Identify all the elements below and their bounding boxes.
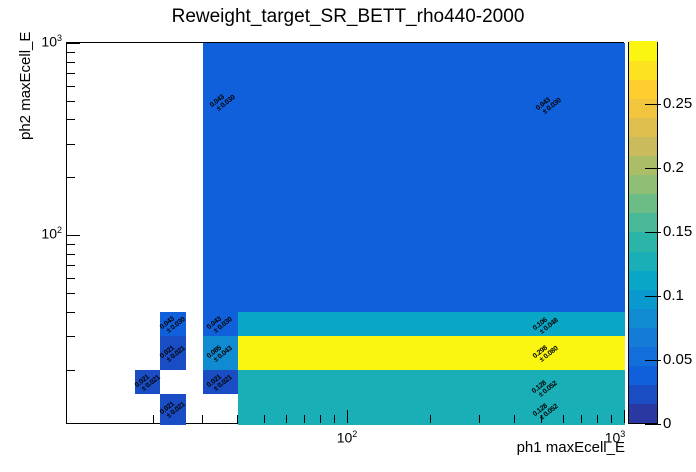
colorbar-tick-label: 0 bbox=[663, 415, 672, 432]
y-axis-tick bbox=[67, 143, 75, 145]
chart-title: Reweight_target_SR_BETT_rho440-2000 bbox=[171, 6, 525, 27]
y-axis-tick bbox=[67, 100, 75, 102]
tick-label-base: 10 bbox=[336, 429, 353, 446]
y-axis-tick bbox=[67, 265, 75, 266]
plot-area: 0.043 ± 0.030 0.043 ± 0.030 0.043 ± 0.030 0.02… bbox=[66, 42, 625, 425]
x-axis-tick bbox=[562, 415, 564, 423]
colorbar-band bbox=[629, 41, 657, 61]
x-axis-tick bbox=[479, 415, 481, 423]
y-axis-tick bbox=[67, 235, 80, 237]
x-axis-tick bbox=[581, 415, 583, 423]
colorbar-tick bbox=[645, 359, 661, 361]
heatmap-cell bbox=[203, 43, 625, 312]
colorbar-tick bbox=[645, 231, 661, 233]
x-axis-tick bbox=[236, 415, 238, 423]
x-axis-tick bbox=[263, 415, 265, 423]
x-axis-tick bbox=[153, 415, 155, 423]
tick-label-base: 10 bbox=[41, 33, 57, 50]
colorbar-band bbox=[629, 308, 657, 328]
heatmap-cell bbox=[134, 369, 161, 394]
tick-label-exponent: 2 bbox=[56, 225, 62, 236]
x-axis-tick bbox=[202, 415, 204, 423]
y-axis-tick bbox=[67, 277, 75, 279]
y-axis-tick bbox=[67, 311, 75, 313]
heatmap-cell bbox=[160, 393, 186, 425]
colorbar-tick-label: 0.15 bbox=[663, 222, 693, 240]
colorbar-band bbox=[629, 155, 657, 176]
heatmap-cell bbox=[160, 335, 186, 370]
colorbar-band bbox=[629, 117, 657, 137]
colorbar-band bbox=[629, 174, 657, 195]
x-axis-tick bbox=[347, 410, 349, 423]
y-axis-tick-label: 103 bbox=[18, 33, 62, 50]
colorbar-band bbox=[629, 289, 657, 309]
colorbar-tick bbox=[645, 103, 661, 105]
x-axis-tick bbox=[540, 415, 542, 423]
x-axis-tick bbox=[624, 410, 625, 423]
colorbar-tick-label: 0.1 bbox=[663, 286, 684, 304]
y-axis-tick bbox=[67, 72, 75, 74]
y-axis-tick bbox=[67, 369, 75, 371]
y-axis-tick bbox=[67, 253, 75, 255]
tick-label-base: 10 bbox=[41, 225, 57, 242]
colorbar-tick-label: 0.2 bbox=[663, 158, 684, 176]
tick-label-exponent: 2 bbox=[352, 429, 358, 439]
y-axis-tick bbox=[67, 43, 80, 44]
heatmap-cell bbox=[203, 369, 238, 394]
heatmap-cell bbox=[237, 335, 625, 370]
colorbar-tick bbox=[645, 295, 661, 297]
colorbar-band bbox=[629, 212, 657, 233]
x-axis-tick bbox=[320, 415, 322, 423]
colorbar-band bbox=[629, 403, 657, 424]
colorbar-band bbox=[629, 365, 657, 386]
colorbar-band bbox=[629, 136, 657, 157]
y-axis-tick bbox=[67, 293, 75, 295]
colorbar-tick bbox=[645, 167, 661, 169]
y-axis-tick bbox=[67, 85, 75, 87]
colorbar-band bbox=[629, 232, 657, 252]
y-axis-tick bbox=[67, 335, 75, 337]
colorbar-band bbox=[629, 251, 657, 271]
y-axis-tick bbox=[67, 51, 75, 53]
x-axis-tick-label: 102 bbox=[325, 429, 369, 446]
heatmap-cell bbox=[237, 311, 625, 336]
x-axis-tick bbox=[334, 415, 336, 423]
colorbar-band bbox=[629, 98, 657, 118]
colorbar-tick bbox=[645, 424, 661, 425]
colorbar-tick-label: 0.05 bbox=[663, 350, 693, 368]
colorbar-tick-label: 0.25 bbox=[663, 94, 693, 112]
x-axis-tick bbox=[597, 415, 599, 423]
colorbar-band bbox=[629, 346, 657, 367]
colorbar-band bbox=[629, 60, 657, 80]
colorbar-band bbox=[629, 79, 657, 99]
colorbar-band bbox=[629, 193, 657, 214]
x-axis-tick bbox=[430, 415, 432, 423]
colorbar-band bbox=[629, 270, 657, 290]
x-axis-tick bbox=[304, 415, 306, 423]
heatmap-cell bbox=[237, 369, 625, 394]
x-axis-tick bbox=[611, 415, 613, 423]
x-axis-tick bbox=[285, 415, 287, 423]
tick-label-exponent: 3 bbox=[56, 33, 62, 43]
heatmap-cell bbox=[203, 335, 238, 370]
tick-label-base: 10 bbox=[604, 429, 621, 446]
tick-label-exponent: 3 bbox=[620, 429, 626, 439]
heatmap-cell bbox=[160, 311, 186, 336]
y-axis-tick bbox=[67, 119, 75, 121]
y-axis-tick-label: 102 bbox=[18, 225, 62, 242]
y-axis-tick bbox=[67, 61, 75, 63]
colorbar-band bbox=[629, 327, 657, 348]
y-axis-tick bbox=[67, 177, 75, 179]
y-axis-tick bbox=[67, 244, 75, 246]
heatmap-cell bbox=[203, 311, 238, 336]
x-axis-tick-label: 103 bbox=[593, 429, 637, 446]
x-axis-title: ph1 maxEcell_E bbox=[516, 439, 625, 456]
color-scale-bar bbox=[628, 41, 658, 424]
x-axis-tick bbox=[513, 415, 515, 423]
colorbar-band bbox=[629, 384, 657, 405]
